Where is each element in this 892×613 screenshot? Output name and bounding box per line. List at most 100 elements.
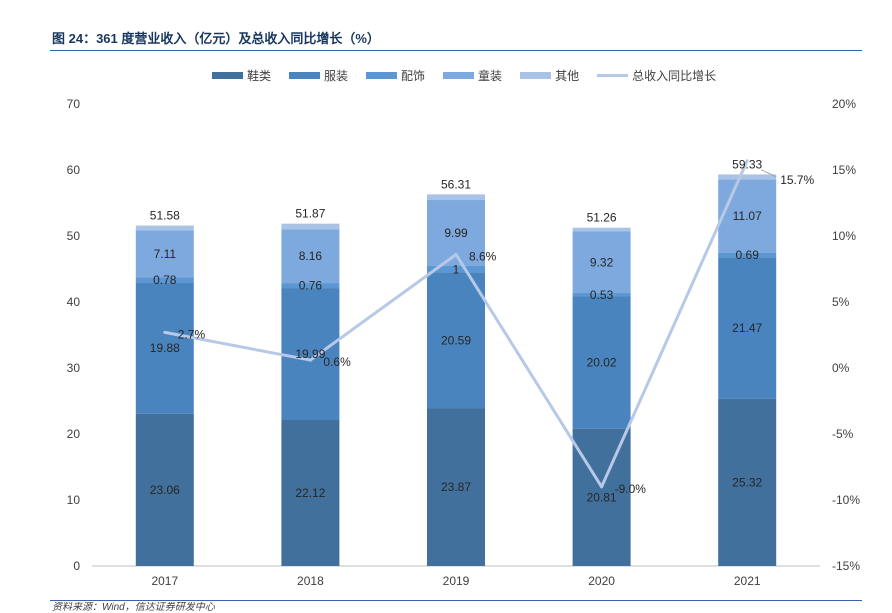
bar-kidswear-2018 — [281, 229, 340, 284]
legend-item-others: 其他 — [520, 67, 579, 84]
legend-item-apparel: 服装 — [289, 67, 348, 84]
y-axis-left-tick-label: 60 — [67, 163, 81, 177]
legend-swatch-apparel — [289, 71, 321, 79]
bar-label-footwear-2021: 25.32 — [732, 475, 762, 489]
yoy-growth-point-2020 — [600, 485, 604, 489]
yoy-growth-point-2017 — [163, 330, 167, 334]
bar-label-kidswear-2018: 8.16 — [299, 249, 323, 263]
bar-label-accessories-2017: 0.78 — [153, 273, 177, 287]
source-note: 资料来源：Wind，信达证券研发中心 — [52, 602, 215, 613]
y-axis-left-tick-label: 30 — [67, 361, 81, 375]
x-axis-tick-label: 2021 — [734, 574, 761, 588]
legend-swatch-footwear — [212, 71, 243, 79]
legend-item-yoy-growth: 总收入同比增长 — [597, 67, 716, 84]
bar-label-footwear-2019: 23.87 — [441, 480, 471, 494]
yoy-growth-label-leader — [760, 169, 777, 178]
bar-label-kidswear-2020: 9.32 — [590, 255, 614, 269]
total-label-2018: 51.87 — [295, 207, 325, 221]
y-axis-right-tick-label: -15% — [832, 559, 860, 573]
bar-label-kidswear-2017: 7.11 — [154, 247, 177, 261]
legend-label-kidswear: 童装 — [478, 68, 503, 83]
bar-label-apparel-2019: 20.59 — [441, 334, 471, 348]
y-axis-right-tick-label: -10% — [832, 493, 860, 507]
y-axis-left-tick-label: 10 — [67, 493, 81, 507]
y-axis-left-tick-label: 0 — [73, 559, 80, 573]
bar-accessories-2018 — [281, 283, 340, 289]
y-axis-right-tick-label: -5% — [832, 427, 854, 441]
y-axis-left-tick-label: 20 — [67, 427, 81, 441]
legend-label-others: 其他 — [555, 68, 580, 83]
bar-label-accessories-2018: 0.76 — [299, 279, 323, 293]
y-axis-right-tick-label: 15% — [832, 163, 856, 177]
legend-swatch-others — [520, 71, 552, 79]
y-axis-left-tick-label: 50 — [67, 229, 81, 243]
bar-footwear-2019 — [427, 408, 485, 566]
yoy-growth-label-2017: 2.7% — [178, 327, 206, 341]
bar-kidswear-2017 — [135, 230, 194, 278]
legend-swatch-yoy-growth — [597, 73, 629, 77]
bar-others-2020 — [572, 227, 631, 232]
bar-label-apparel-2020: 20.02 — [587, 356, 617, 370]
legend-swatch-kidswear — [443, 71, 475, 79]
yoy-growth-label-2020: -9.0% — [615, 482, 647, 496]
legend-label-apparel: 服装 — [324, 68, 349, 83]
total-label-2019: 56.31 — [441, 177, 471, 191]
bar-kidswear-2020 — [572, 231, 631, 294]
title-underline — [50, 50, 862, 51]
bar-apparel-2020 — [572, 296, 631, 429]
bar-accessories-2017 — [135, 277, 194, 283]
bar-label-accessories-2019: 1 — [453, 262, 460, 276]
total-label-2021: 59.33 — [732, 157, 762, 171]
bar-label-apparel-2021: 21.47 — [732, 321, 762, 335]
yoy-growth-point-2019 — [454, 252, 458, 256]
bar-apparel-2018 — [281, 288, 340, 421]
yoy-growth-point-2018 — [308, 358, 312, 362]
legend-item-kidswear: 童装 — [443, 67, 502, 84]
bar-label-footwear-2017: 23.06 — [150, 483, 180, 497]
yoy-growth-label-2021: 15.7% — [780, 173, 814, 187]
x-axis-tick-label: 2019 — [443, 574, 470, 588]
bar-apparel-2017 — [135, 282, 194, 414]
bar-label-accessories-2020: 0.53 — [590, 288, 614, 302]
yoy-growth-point-2021 — [745, 159, 749, 163]
legend-item-footwear: 鞋类 — [212, 67, 271, 84]
yoy-growth-label-2018: 0.6% — [323, 355, 351, 369]
bar-label-footwear-2018: 22.12 — [295, 486, 325, 500]
bar-others-2019 — [427, 194, 485, 201]
bar-label-accessories-2021: 0.69 — [736, 248, 760, 262]
legend-swatch-accessories — [366, 71, 398, 79]
y-axis-left-tick-label: 70 — [67, 97, 81, 111]
bar-label-apparel-2017: 19.88 — [150, 341, 180, 355]
bar-footwear-2020 — [572, 428, 631, 566]
bar-accessories-2019 — [427, 265, 485, 273]
y-axis-right-tick-label: 10% — [832, 229, 856, 243]
legend-label-footwear: 鞋类 — [247, 68, 272, 83]
bar-label-kidswear-2021: 11.07 — [733, 209, 762, 223]
legend-item-accessories: 配饰 — [366, 67, 425, 84]
bar-accessories-2020 — [572, 293, 631, 297]
bar-accessories-2021 — [718, 252, 777, 258]
bar-others-2018 — [281, 223, 340, 230]
bar-label-kidswear-2019: 9.99 — [444, 226, 468, 240]
bar-footwear-2021 — [718, 398, 777, 566]
bar-apparel-2021 — [718, 257, 777, 399]
legend-label-yoy-growth: 总收入同比增长 — [632, 68, 717, 83]
chart-legend: 鞋类 服装 配饰 童装 其他 总收入同比增长 — [212, 67, 734, 83]
bar-apparel-2019 — [427, 272, 485, 409]
y-axis-right-tick-label: 20% — [832, 97, 856, 111]
x-axis-tick-label: 2018 — [297, 574, 324, 588]
total-label-2020: 51.26 — [587, 211, 617, 225]
y-axis-right-tick-label: 0% — [832, 361, 850, 375]
yoy-growth-label-2019: 8.6% — [469, 249, 497, 263]
total-label-2017: 51.58 — [150, 209, 180, 223]
x-axis-tick-label: 2020 — [588, 574, 615, 588]
bar-kidswear-2021 — [718, 179, 777, 253]
bar-label-footwear-2020: 20.81 — [587, 490, 617, 504]
y-axis-left-tick-label: 40 — [67, 295, 81, 309]
y-axis-right-tick-label: 5% — [832, 295, 850, 309]
figure-title: 图 24：361 度营业收入（亿元）及总收入同比增长（%） — [52, 31, 380, 46]
bar-footwear-2018 — [281, 420, 340, 566]
bar-others-2017 — [135, 225, 194, 231]
bar-label-apparel-2018: 19.99 — [295, 347, 325, 361]
source-divider — [50, 600, 862, 601]
